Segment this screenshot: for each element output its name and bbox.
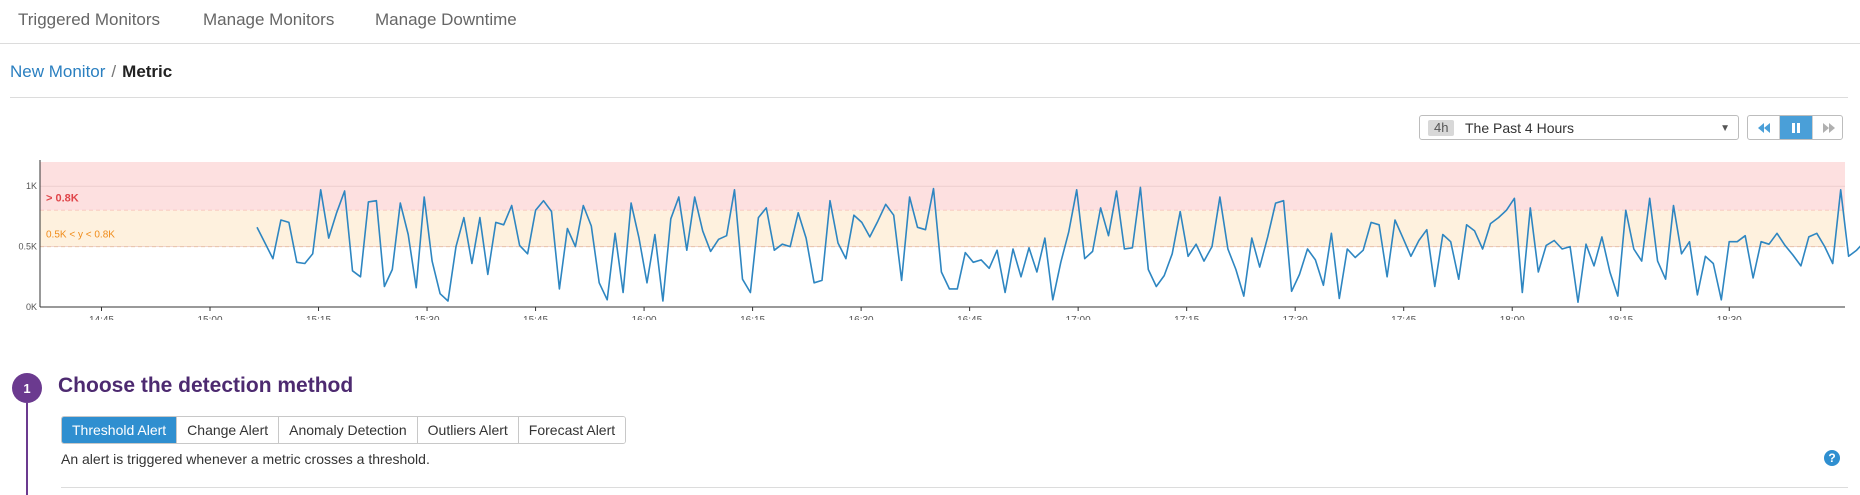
breadcrumb-separator: / [111,62,117,81]
y-tick-label: 1K [26,181,37,191]
breadcrumb: New Monitor / Metric [10,62,172,82]
x-tick-label: 18:30 [1717,315,1742,320]
x-tick-label: 17:15 [1174,315,1199,320]
x-tick-label: 15:15 [306,315,331,320]
rewind-button[interactable] [1748,116,1780,139]
fast-forward-icon [1822,122,1835,133]
y-tick-label: 0.5K [18,242,37,252]
y-tick-label: 0K [26,302,37,312]
threshold-alert-button[interactable]: Threshold Alert [62,417,178,443]
x-tick-label: 16:15 [740,315,765,320]
threshold-zone-label: 0.5K < y < 0.8K [46,230,115,241]
detection-method-group: Threshold Alert Change Alert Anomaly Det… [61,416,627,444]
step-number-badge: 1 [12,373,42,403]
tab-triggered-monitors[interactable]: Triggered Monitors [18,10,161,29]
breadcrumb-divider [10,97,1848,98]
step-title: Choose the detection method [58,374,354,397]
outliers-alert-button[interactable]: Outliers Alert [417,417,519,443]
timeframe-label: The Past 4 Hours [1465,120,1574,136]
x-tick-label: 16:45 [957,315,982,320]
anomaly-detection-button[interactable]: Anomaly Detection [279,417,418,443]
pause-button[interactable] [1780,116,1812,139]
x-tick-label: 14:45 [89,315,114,320]
x-tick-label: 16:30 [849,315,874,320]
x-tick-label: 17:30 [1283,315,1308,320]
step-connector-line [26,403,28,495]
x-tick-label: 18:15 [1608,315,1633,320]
timeframe-badge: 4h [1428,120,1455,136]
breadcrumb-new-monitor-link[interactable]: New Monitor [10,62,106,81]
forecast-alert-button[interactable]: Forecast Alert [518,417,626,443]
threshold-zone-1 [40,210,1845,247]
section-divider [61,487,1848,488]
tab-manage-monitors[interactable]: Manage Monitors [203,10,335,29]
help-icon[interactable]: ? [1824,450,1840,466]
threshold-zone-label: > 0.8K [46,192,79,204]
metric-chart: > 0.8K 0.5K < y < 0.8K 0K 0.5K 1K 14:45 15:00 1… [18,160,1860,320]
pause-icon [1792,122,1800,133]
caret-down-icon: ▼ [1720,123,1730,134]
rewind-icon [1757,122,1770,133]
x-tick-label: 17:00 [1066,315,1091,320]
x-tick-label: 15:30 [415,315,440,320]
metric-series-line [256,186,1860,303]
tab-manage-downtime[interactable]: Manage Downtime [375,10,517,29]
breadcrumb-current: Metric [122,62,173,81]
x-tick-label: 16:00 [632,315,657,320]
timeframe-select[interactable]: 4h The Past 4 Hours ▼ [1419,115,1739,140]
x-tick-label: 15:00 [197,315,222,320]
x-tick-label: 17:45 [1391,315,1416,320]
change-alert-button[interactable]: Change Alert [177,417,280,443]
x-tick-label: 18:00 [1500,315,1525,320]
fast-forward-button[interactable] [1812,116,1842,139]
x-tick-label: 15:45 [523,315,548,320]
method-description: An alert is triggered whenever a metric … [61,451,430,467]
top-nav: Triggered Monitors Manage Monitors Manag… [0,0,1860,44]
playback-controls [1747,115,1843,140]
